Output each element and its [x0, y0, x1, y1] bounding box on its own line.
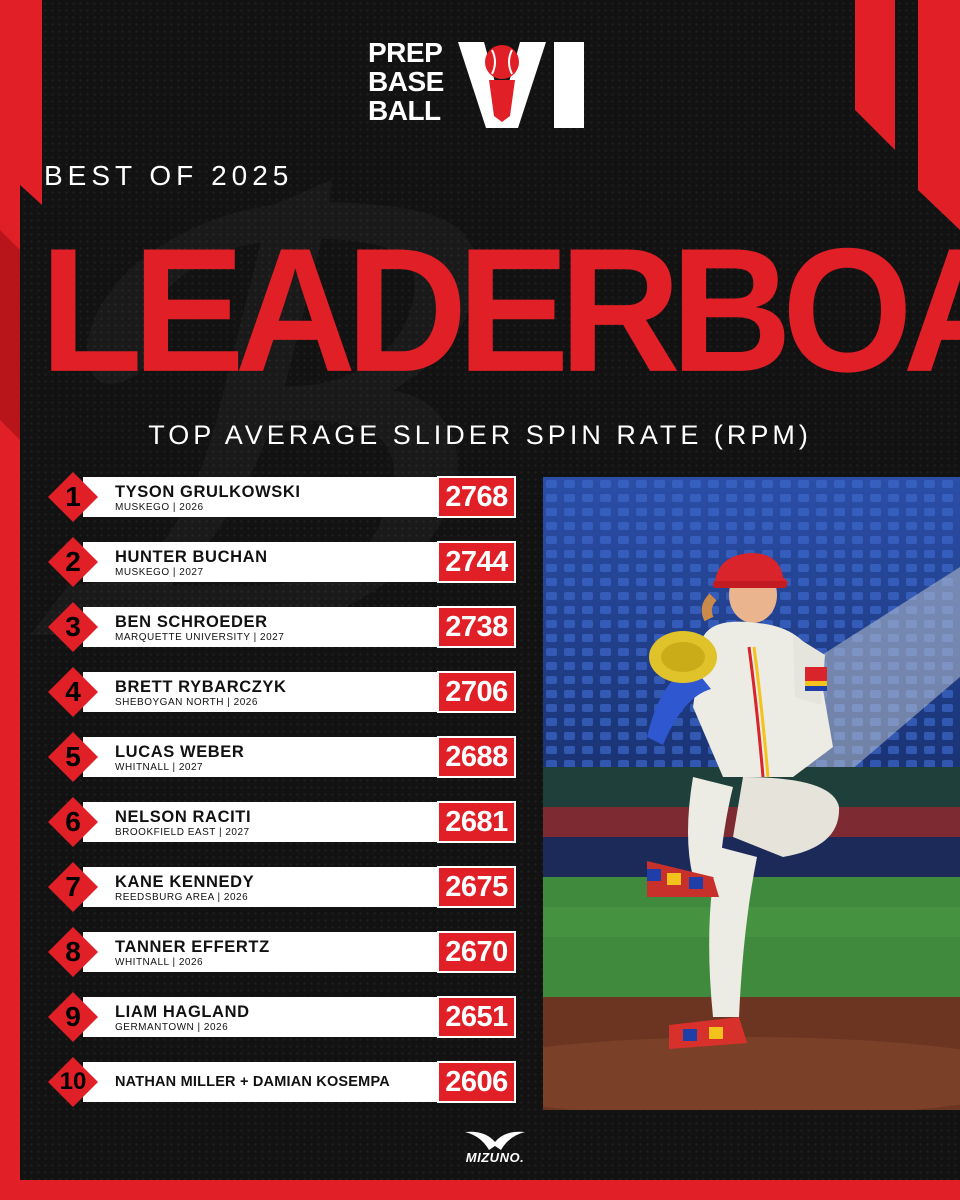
bottom-red-bar	[0, 1180, 960, 1200]
player-info-bar: BRETT RYBARCZYK SHEBOYGAN NORTH | 2026	[83, 672, 439, 712]
logo-wordmark: PREP BASE BALL	[368, 37, 444, 126]
rank-number: 6	[65, 806, 81, 837]
player-name: NELSON RACITI	[115, 808, 252, 826]
player-school-year: REEDSBURG AREA | 2026	[115, 892, 249, 903]
spin-rate-value: 2681	[437, 801, 516, 843]
best-of-year-kicker: BEST OF 2025	[44, 160, 294, 191]
spin-rate-value: 2651	[437, 996, 516, 1038]
player-info-bar: LUCAS WEBER WHITNALL | 2027	[83, 737, 439, 777]
spin-rate-value: 2738	[437, 606, 516, 648]
rank-number: 4	[65, 676, 81, 707]
player-name: LIAM HAGLAND	[115, 1003, 250, 1021]
rank-badge: 3	[48, 602, 98, 652]
spin-rate-value: 2744	[437, 541, 516, 583]
leaderboard-row: BEN SCHROEDER MARQUETTE UNIVERSITY | 202…	[48, 602, 516, 652]
player-info-bar: BEN SCHROEDER MARQUETTE UNIVERSITY | 202…	[83, 607, 439, 647]
rank-number: 10	[59, 1068, 87, 1095]
player-school-year: MUSKEGO | 2027	[115, 567, 204, 578]
player-name: KANE KENNEDY	[115, 873, 255, 891]
player-name: TANNER EFFERTZ	[115, 938, 270, 956]
player-school-year: GERMANTOWN | 2026	[115, 1022, 229, 1033]
rank-badge: 1	[48, 472, 98, 522]
player-school-year: WHITNALL | 2027	[115, 762, 204, 773]
spin-rate-value: 2675	[437, 866, 516, 908]
player-school-year: MARQUETTE UNIVERSITY | 2027	[115, 632, 285, 643]
rank-badge: 10	[48, 1057, 98, 1107]
stat-subtitle: TOP AVERAGE SLIDER SPIN RATE (RPM)	[148, 420, 812, 450]
spin-rate-value: 2688	[437, 736, 516, 778]
spin-rate-value: 2768	[437, 476, 516, 518]
leaderboard-row: BRETT RYBARCZYK SHEBOYGAN NORTH | 2026 4…	[48, 667, 516, 717]
pitcher-illustration	[543, 477, 960, 1110]
rank-number: 5	[65, 741, 81, 772]
rank-number: 3	[65, 611, 81, 642]
rank-badge: 7	[48, 862, 98, 912]
player-name: BRETT RYBARCZYK	[115, 678, 287, 696]
rank-badge: 4	[48, 667, 98, 717]
player-school-year: BROOKFIELD EAST | 2027	[115, 827, 250, 838]
rank-number: 7	[65, 871, 81, 902]
player-info-bar: LIAM HAGLAND GERMANTOWN | 2026	[83, 997, 439, 1037]
mizuno-logo: MIZUNO.	[455, 1128, 535, 1168]
rank-badge: 2	[48, 537, 98, 587]
spin-rate-value: 2670	[437, 931, 516, 973]
leaderboard-row: LUCAS WEBER WHITNALL | 2027 5 2688	[48, 732, 516, 782]
wi-baseball-mark: WI	[458, 42, 584, 128]
player-info-bar: HUNTER BUCHAN MUSKEGO | 2027	[83, 542, 439, 582]
runbird-icon	[465, 1131, 525, 1150]
rank-number: 9	[65, 1001, 81, 1032]
page-title: LEADERBOARD	[40, 211, 960, 409]
leaderboard-row: NATHAN MILLER + DAMIAN KOSEMPA 10 2606	[48, 1057, 516, 1107]
pitcher-photo	[543, 477, 960, 1110]
player-school-year: WHITNALL | 2026	[115, 957, 204, 968]
player-info-bar: NELSON RACITI BROOKFIELD EAST | 2027	[83, 802, 439, 842]
rank-badge: 5	[48, 732, 98, 782]
spin-rate-value: 2706	[437, 671, 516, 713]
leaderboard-row: KANE KENNEDY REEDSBURG AREA | 2026 7 267…	[48, 862, 516, 912]
rank-badge: 8	[48, 927, 98, 977]
rank-number: 1	[65, 481, 81, 512]
player-school-year: SHEBOYGAN NORTH | 2026	[115, 697, 258, 708]
player-name: TYSON GRULKOWSKI	[115, 483, 301, 501]
spin-rate-value: 2606	[437, 1061, 516, 1103]
leaderboard-row: HUNTER BUCHAN MUSKEGO | 2027 2 2744	[48, 537, 516, 587]
player-info-bar: TANNER EFFERTZ WHITNALL | 2026	[83, 932, 439, 972]
player-info-bar: TYSON GRULKOWSKI MUSKEGO | 2026	[83, 477, 439, 517]
player-school-year: MUSKEGO | 2026	[115, 502, 204, 513]
leaderboard-row: TYSON GRULKOWSKI MUSKEGO | 2026 1 2768	[48, 472, 516, 522]
prep-baseball-wi-logo: PREP BASE BALL WI	[368, 38, 598, 130]
player-name: NATHAN MILLER + DAMIAN KOSEMPA	[115, 1074, 390, 1090]
player-info-bar: NATHAN MILLER + DAMIAN KOSEMPA	[83, 1062, 439, 1102]
player-name: HUNTER BUCHAN	[115, 548, 268, 566]
leaderboard-row: LIAM HAGLAND GERMANTOWN | 2026 9 2651	[48, 992, 516, 1042]
player-info-bar: KANE KENNEDY REEDSBURG AREA | 2026	[83, 867, 439, 907]
mizuno-wordmark: MIZUNO.	[465, 1150, 525, 1165]
leaderboard-row: TANNER EFFERTZ WHITNALL | 2026 8 2670	[48, 927, 516, 977]
leaderboard-row: NELSON RACITI BROOKFIELD EAST | 2027 6 2…	[48, 797, 516, 847]
player-name: BEN SCHROEDER	[115, 613, 268, 631]
player-name: LUCAS WEBER	[115, 743, 245, 761]
rank-badge: 9	[48, 992, 98, 1042]
rank-number: 2	[65, 546, 81, 577]
rank-badge: 6	[48, 797, 98, 847]
rank-number: 8	[65, 936, 81, 967]
